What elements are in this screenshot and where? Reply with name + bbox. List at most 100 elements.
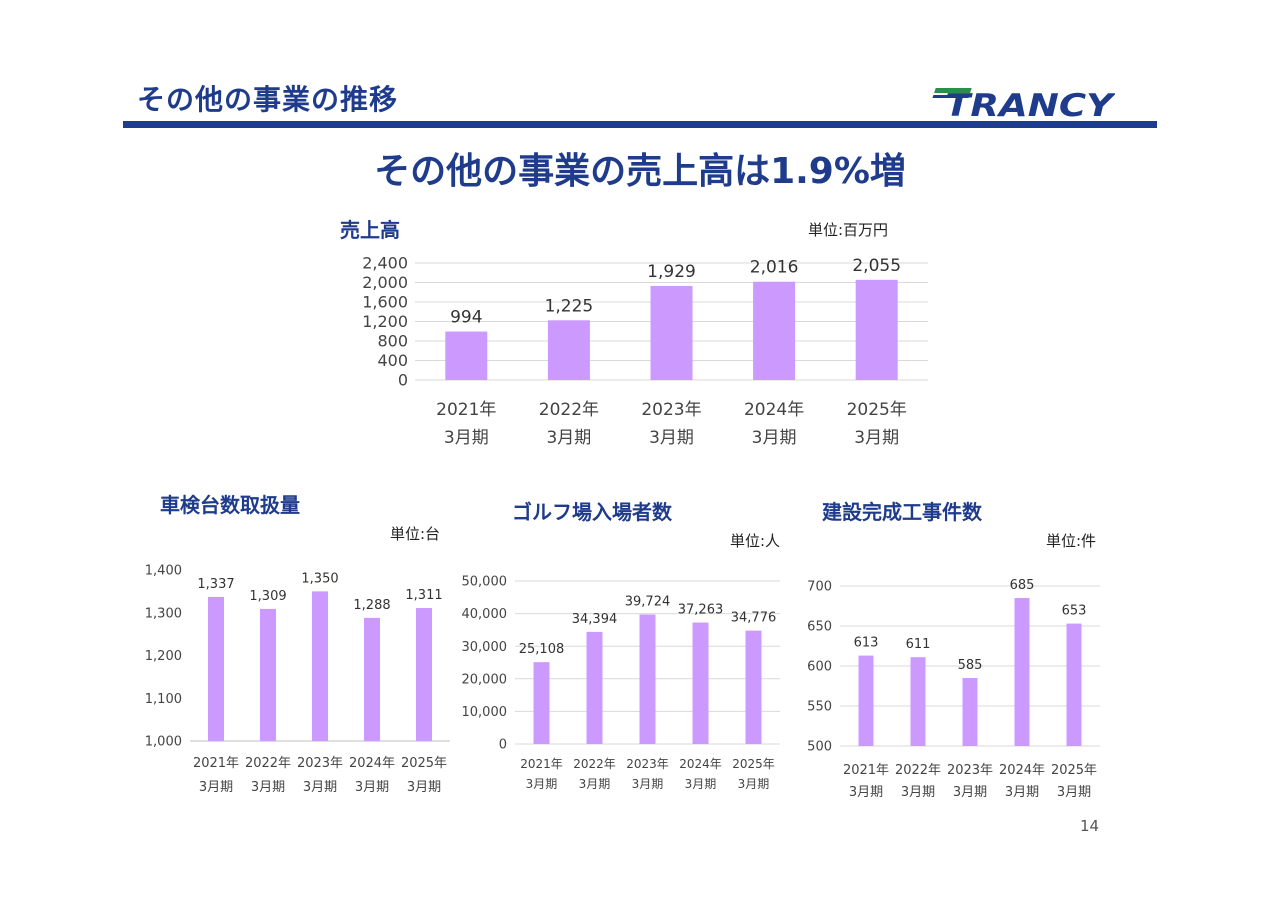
- bar: [533, 662, 550, 744]
- y-tick-label: 50,000: [462, 575, 508, 590]
- bar: [586, 631, 603, 744]
- y-tick-label: 1,600: [362, 293, 408, 312]
- data-label: 37,263: [678, 603, 724, 618]
- golf-chart: 0 10,000 20,000 30,000 40,000 50,000 25,108 202…: [462, 575, 780, 791]
- bar: [753, 281, 796, 380]
- data-label: 585: [958, 658, 983, 673]
- y-tick-label: 1,200: [362, 312, 408, 331]
- data-label: 994: [450, 308, 482, 328]
- x-tick-label: 2024年: [999, 763, 1045, 778]
- x-tick-label: 3月期: [854, 428, 899, 448]
- x-tick-label: 3月期: [849, 785, 883, 800]
- data-label: 39,724: [625, 594, 671, 609]
- bar: [547, 320, 590, 380]
- construction-chart: 500 550 600 650 700 613 2021年 3月期 611 2022年 3月期 585…: [807, 578, 1100, 800]
- bar: [208, 596, 224, 741]
- x-tick-label: 3月期: [407, 780, 441, 795]
- x-tick-label: 2022年: [573, 757, 616, 771]
- y-tick-label: 650: [807, 620, 832, 635]
- y-tick-label: 10,000: [462, 705, 508, 720]
- data-label: 611: [906, 637, 931, 652]
- x-tick-label: 3月期: [738, 777, 770, 791]
- x-tick-label: 2021年: [193, 756, 239, 771]
- y-tick-label: 1,000: [145, 735, 182, 750]
- data-label: 1,350: [301, 571, 338, 586]
- data-label: 1,929: [647, 262, 696, 282]
- y-tick-label: 1,100: [145, 692, 182, 707]
- y-tick-label: 2,000: [362, 273, 408, 292]
- x-tick-label: 3月期: [251, 780, 285, 795]
- x-tick-label: 2021年: [436, 400, 496, 420]
- inspection-chart-title: 車検台数取扱量: [160, 493, 300, 517]
- x-tick-label: 3月期: [649, 428, 694, 448]
- y-tick-label: 40,000: [462, 607, 508, 622]
- data-label: 34,776: [731, 611, 777, 626]
- bar: [364, 617, 380, 741]
- x-tick-label: 3月期: [685, 777, 717, 791]
- bar: [416, 608, 432, 741]
- x-tick-label: 3月期: [1057, 785, 1091, 800]
- x-tick-label: 2023年: [297, 756, 343, 771]
- title-divider: [123, 121, 1157, 128]
- bar: [692, 622, 709, 744]
- x-tick-label: 2023年: [626, 757, 669, 771]
- x-tick-label: 2025年: [847, 400, 907, 420]
- x-tick-label: 3月期: [1005, 785, 1039, 800]
- data-label: 1,288: [353, 598, 390, 613]
- bar: [855, 279, 898, 380]
- bar: [445, 331, 488, 380]
- bar: [1014, 598, 1030, 746]
- x-tick-label: 3月期: [526, 777, 558, 791]
- data-label: 25,108: [519, 642, 565, 657]
- y-tick-label: 1,400: [145, 564, 182, 579]
- x-tick-label: 3月期: [303, 780, 337, 795]
- construction-chart-title: 建設完成工事件数: [822, 500, 982, 524]
- data-label: 34,394: [572, 612, 618, 627]
- headline: その他の事業の売上高は1.9%増: [374, 151, 906, 192]
- x-tick-label: 2023年: [947, 763, 993, 778]
- x-tick-label: 2025年: [401, 756, 447, 771]
- sales-chart-unit: 単位:百万円: [808, 221, 889, 239]
- construction-chart-unit: 単位:件: [1046, 532, 1097, 550]
- bar: [858, 655, 874, 746]
- data-label: 1,311: [405, 588, 442, 603]
- y-tick-label: 0: [398, 371, 408, 390]
- bar: [260, 608, 276, 741]
- data-label: 2,055: [852, 256, 901, 276]
- bar: [1066, 623, 1082, 746]
- bar: [962, 678, 978, 746]
- y-tick-label: 550: [807, 700, 832, 715]
- y-tick-label: 2,400: [362, 254, 408, 273]
- y-tick-label: 1,300: [145, 606, 182, 621]
- bar: [639, 614, 656, 744]
- y-tick-label: 1,200: [145, 649, 182, 664]
- bar: [312, 591, 328, 741]
- y-tick-label: 30,000: [462, 640, 508, 655]
- x-tick-label: 3月期: [579, 777, 611, 791]
- data-label: 1,337: [197, 577, 234, 592]
- x-tick-label: 3月期: [355, 780, 389, 795]
- data-label: 653: [1062, 604, 1087, 619]
- x-tick-label: 2024年: [744, 400, 804, 420]
- x-tick-label: 2023年: [641, 400, 701, 420]
- x-tick-label: 2025年: [732, 757, 775, 771]
- y-tick-label: 0: [499, 738, 507, 753]
- x-tick-label: 3月期: [199, 780, 233, 795]
- x-tick-label: 3月期: [901, 785, 935, 800]
- data-label: 1,309: [249, 589, 286, 604]
- x-tick-label: 2024年: [349, 756, 395, 771]
- inspection-chart: 1,000 1,100 1,200 1,300 1,400 1,337 2021年 3月期 1,…: [145, 564, 450, 795]
- y-tick-label: 400: [377, 351, 408, 370]
- sales-chart-title: 売上高: [340, 218, 400, 242]
- data-label: 1,225: [545, 296, 594, 316]
- y-tick-label: 20,000: [462, 672, 508, 687]
- x-tick-label: 3月期: [444, 428, 489, 448]
- x-tick-label: 3月期: [752, 428, 797, 448]
- golf-chart-unit: 単位:人: [730, 532, 781, 550]
- trancy-logo: TRANCY: [932, 88, 1115, 120]
- x-tick-label: 2021年: [843, 763, 889, 778]
- x-tick-label: 2021年: [520, 757, 563, 771]
- y-tick-label: 500: [807, 740, 832, 755]
- bar: [745, 630, 762, 744]
